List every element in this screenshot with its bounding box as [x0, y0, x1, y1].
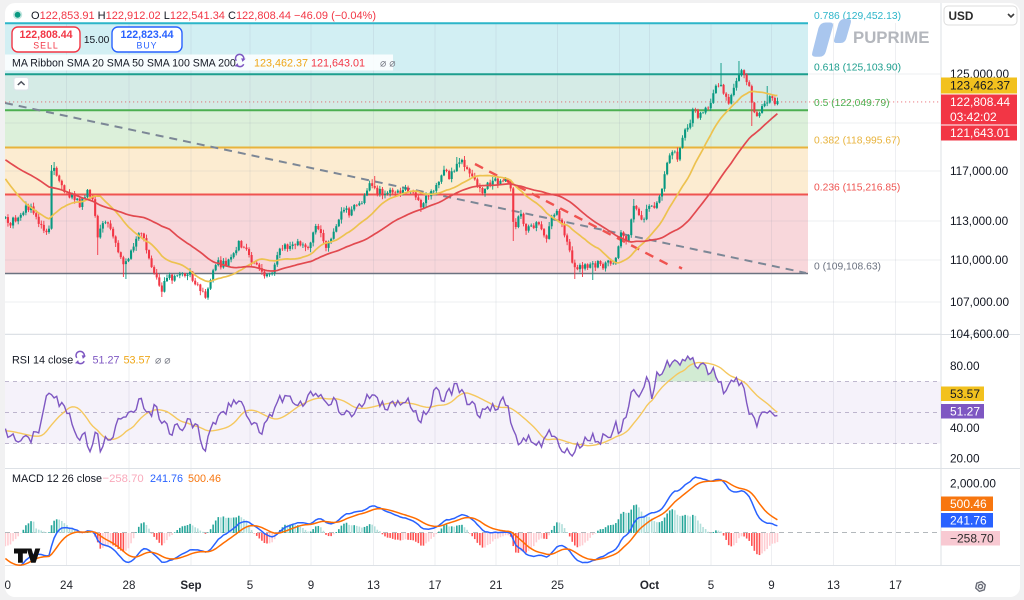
svg-text:MACD 12 26 close: MACD 12 26 close [12, 473, 102, 485]
svg-text:−258.70: −258.70 [103, 473, 144, 485]
svg-text:SELL: SELL [33, 41, 59, 51]
svg-text:9: 9 [768, 579, 774, 592]
svg-text:0.236 (115,216.85): 0.236 (115,216.85) [814, 183, 900, 194]
svg-text:0 (109,108.63): 0 (109,108.63) [814, 262, 881, 273]
svg-text:13: 13 [367, 579, 380, 592]
svg-text:117,000.00: 117,000.00 [950, 164, 1009, 178]
svg-text:O122,853.91 H122,912.02 L122,5: O122,853.91 H122,912.02 L122,541.34 C122… [31, 10, 376, 22]
svg-text:−258.70: −258.70 [950, 531, 994, 545]
svg-text:500.46: 500.46 [188, 473, 221, 485]
svg-text:9: 9 [308, 579, 314, 592]
svg-text:110,000.00: 110,000.00 [950, 253, 1009, 267]
svg-text:2,000.00: 2,000.00 [950, 477, 996, 491]
svg-text:20: 20 [0, 579, 11, 592]
svg-text:107,000.00: 107,000.00 [950, 295, 1009, 309]
svg-text:03:42:02: 03:42:02 [950, 110, 997, 124]
svg-text:0.786 (129,452.13): 0.786 (129,452.13) [814, 11, 901, 22]
svg-text:⌀ ⌀: ⌀ ⌀ [380, 58, 396, 70]
svg-text:15.00: 15.00 [84, 35, 110, 46]
svg-text:Sep: Sep [180, 579, 201, 592]
svg-text:MA Ribbon SMA 20 SMA 50 SMA 10: MA Ribbon SMA 20 SMA 50 SMA 100 SMA 200 [12, 58, 236, 70]
svg-text:123,462.37: 123,462.37 [950, 79, 1010, 93]
svg-text:24: 24 [60, 579, 73, 592]
svg-text:123,462.37: 123,462.37 [254, 58, 308, 70]
svg-text:53.57: 53.57 [950, 387, 980, 401]
svg-text:0.382 (118,995.67): 0.382 (118,995.67) [814, 136, 900, 147]
svg-text:17: 17 [889, 579, 902, 592]
svg-text:241.76: 241.76 [150, 473, 183, 485]
svg-text:⌀ ⌀: ⌀ ⌀ [155, 355, 171, 367]
svg-text:53.57: 53.57 [124, 355, 151, 367]
svg-text:0.618 (125,103.90): 0.618 (125,103.90) [814, 62, 901, 73]
svg-text:51.27: 51.27 [950, 404, 980, 418]
svg-text:51.27: 51.27 [93, 355, 120, 367]
svg-text:13: 13 [827, 579, 840, 592]
svg-text:5: 5 [247, 579, 253, 592]
svg-text:20.00: 20.00 [950, 452, 980, 466]
svg-text:121,643.01: 121,643.01 [311, 58, 365, 70]
svg-text:40.00: 40.00 [950, 421, 980, 435]
svg-text:21: 21 [490, 579, 503, 592]
svg-text:28: 28 [123, 579, 136, 592]
svg-text:104,600.00: 104,600.00 [950, 327, 1009, 341]
svg-text:RSI 14 close: RSI 14 close [12, 355, 73, 367]
svg-text:25: 25 [551, 579, 564, 592]
svg-text:121,643.01: 121,643.01 [950, 126, 1010, 140]
svg-text:USD: USD [949, 9, 974, 23]
svg-text:Oct: Oct [640, 579, 659, 592]
svg-text:PUPRIME: PUPRIME [853, 28, 929, 47]
svg-text:122,808.44: 122,808.44 [950, 95, 1010, 109]
svg-text:122,808.44: 122,808.44 [19, 29, 72, 41]
svg-text:122,823.44: 122,823.44 [120, 29, 173, 41]
svg-text:5: 5 [708, 579, 714, 592]
svg-text:0.5 (122,049.79): 0.5 (122,049.79) [814, 98, 890, 109]
svg-text:500.46: 500.46 [950, 497, 987, 511]
svg-text:80.00: 80.00 [950, 359, 980, 373]
svg-text:113,000.00: 113,000.00 [950, 214, 1009, 228]
svg-text:17: 17 [429, 579, 442, 592]
svg-text:241.76: 241.76 [950, 513, 987, 527]
svg-text:BUY: BUY [136, 41, 157, 51]
